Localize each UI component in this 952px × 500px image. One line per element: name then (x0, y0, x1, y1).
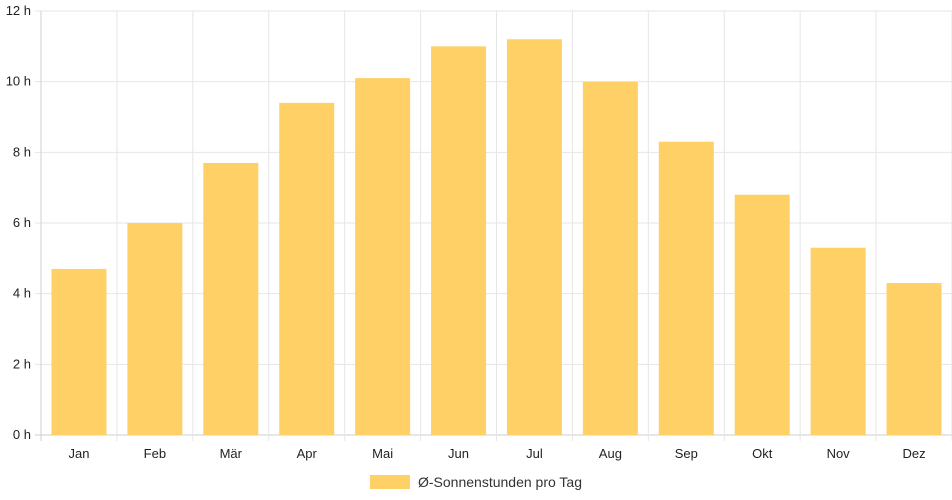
bar-dez[interactable] (886, 283, 942, 435)
x-tick-label: Dez (902, 446, 925, 461)
grid (35, 10, 952, 441)
bar-okt[interactable] (734, 194, 790, 435)
bar-jun[interactable] (431, 46, 487, 435)
x-tick-label: Nov (827, 446, 851, 461)
bar-apr[interactable] (279, 102, 335, 435)
x-tick-label: Jan (68, 446, 89, 461)
x-tick-label: Jul (526, 446, 543, 461)
axes: 0 h 2 h 4 h 6 h 8 h 10 h 12 h Jan Feb Mär Apr Mai Ju… (6, 3, 926, 461)
legend[interactable]: Ø-Sonnenstunden pro Tag (370, 474, 582, 490)
legend-label[interactable]: Ø-Sonnenstunden pro Tag (418, 474, 582, 490)
x-tick-label: Mär (220, 446, 243, 461)
y-tick-label: 12 h (6, 3, 31, 18)
y-tick-label: 4 h (13, 286, 31, 301)
x-tick-label: Okt (752, 446, 773, 461)
bar-nov[interactable] (810, 247, 866, 435)
y-tick-label: 2 h (13, 356, 31, 371)
bar-jan[interactable] (51, 268, 107, 435)
y-tick-label: 0 h (13, 427, 31, 442)
bars (51, 39, 942, 436)
bar-aug[interactable] (582, 81, 638, 436)
x-tick-label: Apr (297, 446, 318, 461)
x-tick-label: Feb (144, 446, 166, 461)
x-tick-label: Aug (599, 446, 622, 461)
bar-jul[interactable] (506, 39, 562, 436)
bar-feb[interactable] (127, 223, 183, 435)
bar-mär[interactable] (203, 162, 259, 435)
bar-mai[interactable] (355, 78, 411, 435)
x-tick-label: Jun (448, 446, 469, 461)
y-tick-label: 8 h (13, 144, 31, 159)
y-tick-label: 10 h (6, 74, 31, 89)
legend-swatch[interactable] (370, 475, 410, 489)
x-tick-label: Sep (675, 446, 698, 461)
x-tick-label: Mai (372, 446, 393, 461)
y-tick-label: 6 h (13, 215, 31, 230)
bar-sep[interactable] (658, 141, 714, 435)
